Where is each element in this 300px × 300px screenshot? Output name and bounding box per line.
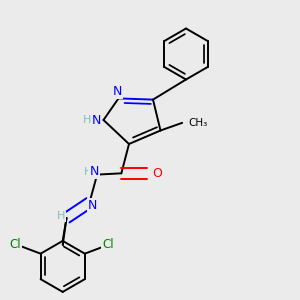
Text: N: N bbox=[112, 85, 122, 98]
Text: N: N bbox=[88, 199, 97, 212]
Text: N: N bbox=[91, 113, 101, 127]
Text: CH₃: CH₃ bbox=[189, 118, 208, 128]
Text: Cl: Cl bbox=[102, 238, 114, 251]
Text: H: H bbox=[84, 167, 92, 177]
Text: Cl: Cl bbox=[9, 238, 21, 251]
Text: N: N bbox=[89, 165, 99, 178]
Text: H: H bbox=[57, 212, 65, 221]
Text: O: O bbox=[152, 167, 162, 180]
Text: H: H bbox=[83, 115, 91, 125]
